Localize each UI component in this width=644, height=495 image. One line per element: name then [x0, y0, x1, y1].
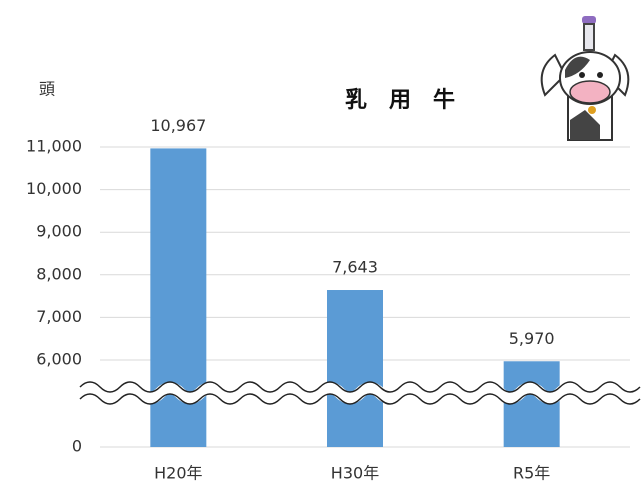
- y-tick-label: 11,000: [26, 137, 82, 156]
- y-tick-label: 9,000: [36, 222, 82, 241]
- bar: [327, 290, 383, 447]
- y-tick-label: 0: [72, 437, 82, 456]
- x-tick-label: H30年: [331, 464, 379, 483]
- data-label: 5,970: [509, 329, 555, 348]
- y-tick-label: 8,000: [36, 264, 82, 283]
- bar: [150, 148, 207, 447]
- data-label: 7,643: [332, 258, 378, 277]
- x-tick-label: H20年: [154, 464, 202, 483]
- chart-title: 乳 用 牛: [345, 87, 455, 113]
- axis-break-band: [75, 382, 644, 404]
- cow-illustration: [540, 16, 630, 141]
- y-tick-label: 10,000: [26, 179, 82, 198]
- axis-break-line: [79, 393, 641, 405]
- axis-break-line: [79, 381, 641, 393]
- data-label: 10,967: [150, 116, 206, 135]
- x-tick-label: R5年: [513, 464, 550, 483]
- y-axis-label: 頭: [39, 80, 55, 99]
- y-tick-label: 7,000: [36, 307, 82, 326]
- y-tick-label: 6,000: [36, 350, 82, 369]
